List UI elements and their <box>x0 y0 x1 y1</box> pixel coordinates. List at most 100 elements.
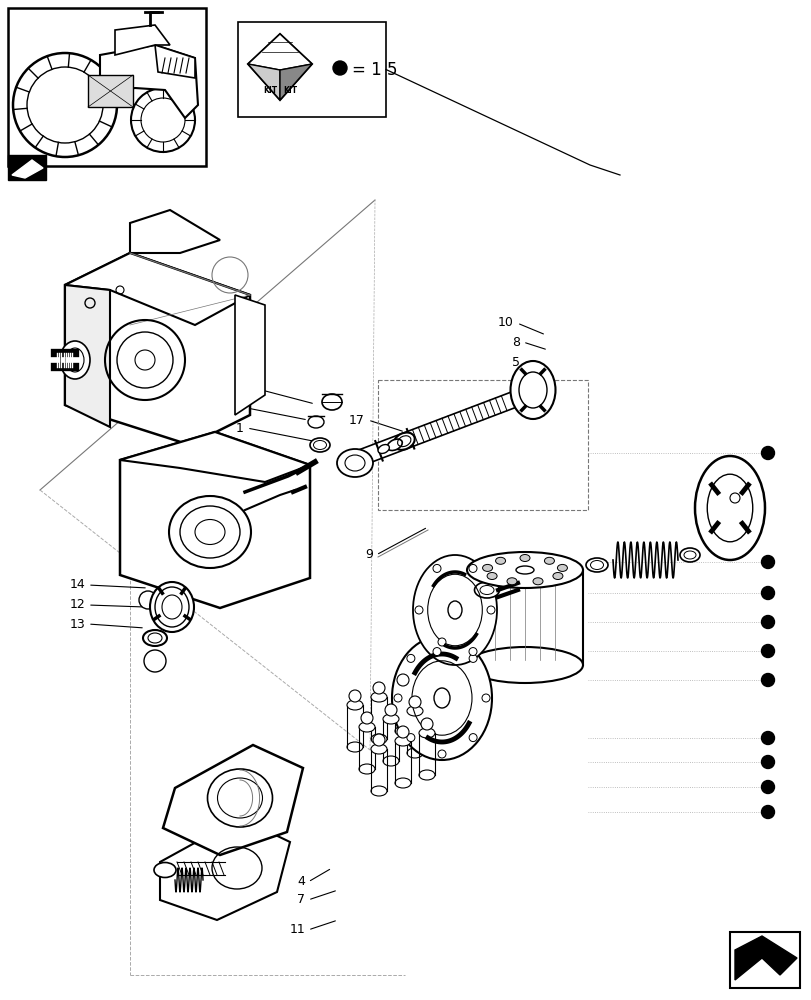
Circle shape <box>333 61 346 75</box>
Circle shape <box>349 690 361 702</box>
Bar <box>88 75 133 107</box>
Circle shape <box>420 718 432 730</box>
Text: 3: 3 <box>131 500 139 514</box>
Ellipse shape <box>371 734 387 744</box>
Circle shape <box>761 586 774 599</box>
Ellipse shape <box>510 361 555 419</box>
Circle shape <box>437 750 445 758</box>
Ellipse shape <box>406 706 423 716</box>
Ellipse shape <box>474 582 499 598</box>
Polygon shape <box>247 64 280 100</box>
Polygon shape <box>120 432 310 482</box>
Ellipse shape <box>466 552 582 588</box>
Bar <box>729 932 799 988</box>
Polygon shape <box>155 45 195 78</box>
Ellipse shape <box>519 554 530 562</box>
Ellipse shape <box>394 726 410 736</box>
Bar <box>8 155 46 180</box>
Ellipse shape <box>487 572 496 580</box>
Ellipse shape <box>310 438 329 452</box>
Circle shape <box>761 805 774 818</box>
Ellipse shape <box>413 555 496 665</box>
Polygon shape <box>247 34 311 100</box>
Ellipse shape <box>393 433 414 450</box>
Ellipse shape <box>383 756 398 766</box>
Ellipse shape <box>208 769 272 827</box>
Circle shape <box>761 732 774 744</box>
Polygon shape <box>12 160 43 178</box>
Ellipse shape <box>506 578 517 585</box>
Ellipse shape <box>586 558 607 572</box>
Text: KIT: KIT <box>263 86 277 95</box>
Circle shape <box>406 654 414 662</box>
Text: = 1 5: = 1 5 <box>351 61 397 79</box>
Ellipse shape <box>60 341 90 379</box>
Polygon shape <box>65 285 109 427</box>
Ellipse shape <box>378 445 389 453</box>
Ellipse shape <box>358 722 375 732</box>
Circle shape <box>372 734 384 746</box>
Ellipse shape <box>394 736 410 746</box>
Circle shape <box>761 615 774 629</box>
Text: 8: 8 <box>512 336 519 349</box>
Ellipse shape <box>679 548 699 562</box>
Ellipse shape <box>322 394 341 410</box>
Circle shape <box>761 556 774 568</box>
Text: 7: 7 <box>297 893 305 906</box>
Circle shape <box>469 654 477 662</box>
Ellipse shape <box>346 742 363 752</box>
Ellipse shape <box>371 744 387 754</box>
Ellipse shape <box>418 728 435 738</box>
Text: 12: 12 <box>69 598 85 611</box>
Polygon shape <box>247 34 311 70</box>
Circle shape <box>487 606 495 614</box>
Circle shape <box>393 694 401 702</box>
Ellipse shape <box>556 564 567 571</box>
Text: 4: 4 <box>297 876 305 888</box>
Ellipse shape <box>346 700 363 710</box>
Polygon shape <box>130 210 220 253</box>
Circle shape <box>761 780 774 793</box>
Text: 16: 16 <box>228 401 243 414</box>
Circle shape <box>761 446 774 460</box>
Ellipse shape <box>150 582 194 632</box>
Circle shape <box>144 650 165 672</box>
Ellipse shape <box>532 578 543 585</box>
Text: 6: 6 <box>242 381 251 394</box>
Circle shape <box>469 734 477 742</box>
Circle shape <box>397 726 409 738</box>
Polygon shape <box>100 45 198 118</box>
Polygon shape <box>120 432 310 608</box>
Text: 10: 10 <box>497 316 513 330</box>
Ellipse shape <box>358 764 375 774</box>
Ellipse shape <box>482 564 492 571</box>
Text: KIT: KIT <box>282 86 297 95</box>
Circle shape <box>761 756 774 768</box>
Ellipse shape <box>433 688 449 708</box>
Circle shape <box>761 674 774 686</box>
Ellipse shape <box>394 684 410 694</box>
Text: 9: 9 <box>365 548 372 562</box>
Circle shape <box>469 648 476 656</box>
Ellipse shape <box>694 456 764 560</box>
Circle shape <box>761 645 774 658</box>
Text: 5: 5 <box>512 356 519 368</box>
Text: 14: 14 <box>69 578 85 591</box>
Polygon shape <box>163 745 303 855</box>
Polygon shape <box>357 391 520 465</box>
Ellipse shape <box>495 557 505 564</box>
Bar <box>238 22 385 117</box>
Text: 11: 11 <box>289 923 305 936</box>
Ellipse shape <box>371 692 387 702</box>
Circle shape <box>437 638 445 646</box>
Circle shape <box>469 564 476 572</box>
Circle shape <box>397 674 409 686</box>
Text: 1: 1 <box>236 422 243 434</box>
Circle shape <box>409 696 420 708</box>
Ellipse shape <box>406 748 423 758</box>
Ellipse shape <box>515 566 534 574</box>
Bar <box>378 380 587 510</box>
Ellipse shape <box>143 630 167 646</box>
Circle shape <box>414 606 423 614</box>
Ellipse shape <box>543 557 554 564</box>
